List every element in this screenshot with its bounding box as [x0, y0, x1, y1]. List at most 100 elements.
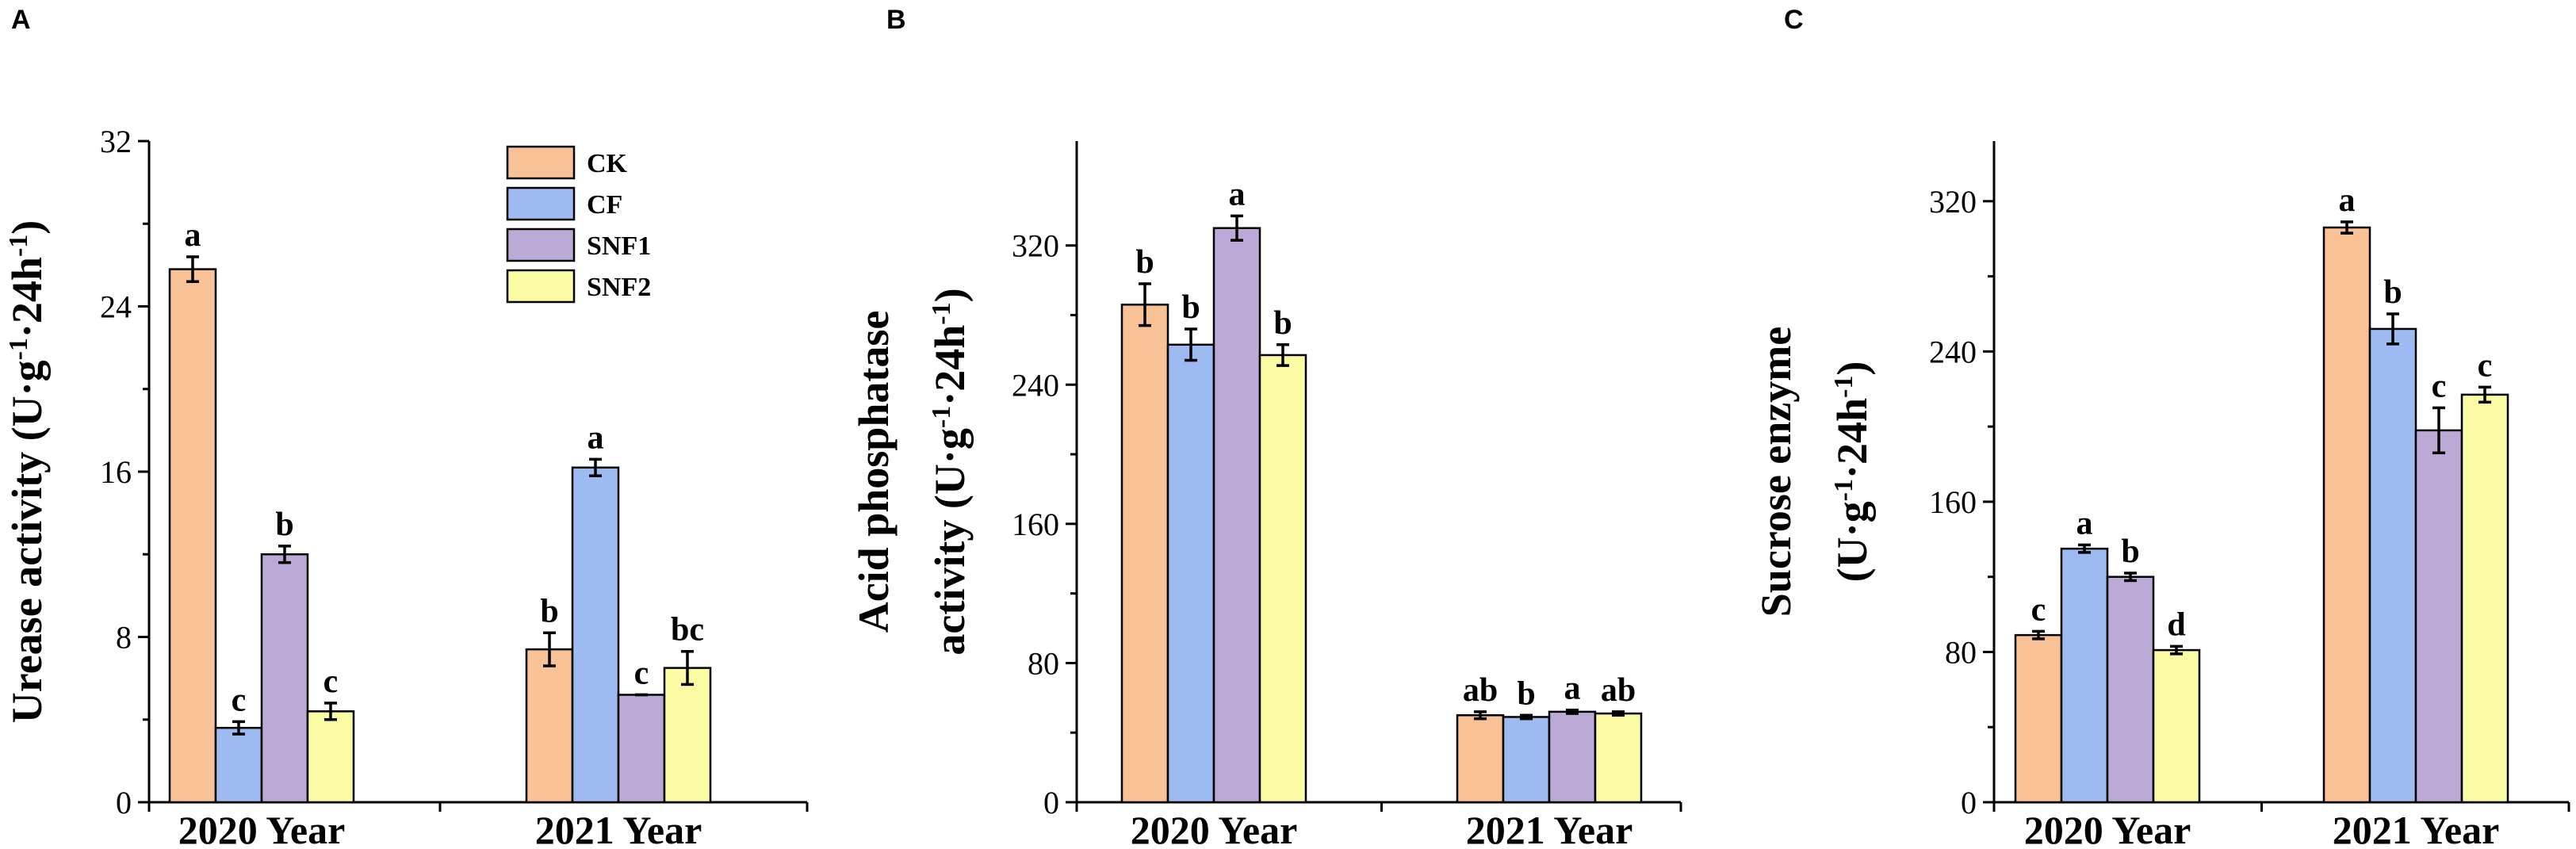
y-tick-label: 8: [116, 620, 132, 656]
y-tick-label: 0: [1961, 785, 1977, 820]
y-tick-label: 16: [100, 454, 132, 490]
significance-label: a: [2076, 505, 2093, 541]
label-part: ·24h: [1828, 398, 1876, 479]
x-category-label: 2021 Year: [2333, 808, 2500, 849]
y-tick-label: 160: [1929, 484, 1977, 520]
y-tick-label: 320: [1012, 228, 1059, 264]
y-axis-label-line1: Sucrose enzyme: [1752, 327, 1800, 617]
panel-letter: B: [886, 5, 906, 35]
bar-snf2-2020: [2152, 648, 2201, 804]
label-part: Urease activity (U·g: [3, 360, 51, 723]
x-category-label: 2020 Year: [2024, 808, 2191, 849]
label-part: activity (U·g: [926, 428, 974, 655]
label-part: ·24h: [3, 257, 51, 338]
significance-label: a: [588, 419, 604, 456]
bar-snf1-2020: [260, 553, 309, 804]
legend-label-ck: CK: [587, 149, 628, 178]
bar-ck-2020: [1120, 304, 1169, 804]
significance-label: d: [2167, 606, 2185, 643]
bar-ck-2021: [525, 648, 574, 804]
significance-label: b: [1135, 244, 1154, 281]
y-axis-label-line2: activity (U·g-1​·24h-1​): [926, 288, 974, 655]
x-category-label: 2021 Year: [1466, 808, 1633, 849]
y-tick-label: 24: [100, 289, 132, 325]
significance-label: c: [2031, 591, 2046, 628]
bar-snf2-2021: [2460, 393, 2509, 804]
significance-label: ab: [1463, 672, 1498, 709]
significance-label: b: [2121, 533, 2139, 570]
y-tick-label: 80: [1945, 634, 1977, 670]
y-tick-label: 0: [1043, 785, 1059, 820]
bar-ck-2020: [2014, 633, 2063, 804]
significance-label: c: [634, 655, 649, 691]
bar-snf1-2021: [2414, 429, 2463, 804]
significance-label: b: [540, 593, 558, 629]
bar-cf-2021: [1502, 716, 1551, 804]
chart-panel-c: C 0 80 160 240 320 Sucrose enzyme (U·g-1​·24h-1…: [1752, 5, 2570, 849]
bar-cf-2020: [1166, 343, 1215, 804]
significance-label: a: [2339, 182, 2356, 219]
significance-label: a: [1229, 176, 1246, 212]
y-axis-label: Urease activity (U·g-1​·24h-1​): [3, 220, 51, 724]
label-part: (U·g: [1828, 501, 1876, 582]
label-part: ): [1828, 361, 1876, 376]
bar-snf2-2021: [663, 667, 712, 804]
superscript: -1: [4, 338, 33, 360]
superscript: -1: [927, 406, 956, 428]
superscript: -1: [927, 302, 956, 324]
legend-swatch-cf: [506, 186, 576, 221]
significance-label: c: [2432, 368, 2447, 404]
legend-swatch-snf1: [506, 228, 576, 262]
bar-ck-2021: [1456, 714, 1505, 804]
panel-letter: A: [11, 5, 31, 35]
significance-label: c: [232, 682, 247, 718]
superscript: -1: [1829, 376, 1858, 398]
x-category-label: 2021 Year: [535, 808, 702, 849]
bar-ck-2020: [168, 268, 217, 804]
bar-snf2-2020: [1258, 354, 1307, 804]
bar-ck-2021: [2322, 226, 2371, 804]
significance-label: a: [1564, 671, 1581, 707]
significance-label: b: [2383, 274, 2402, 311]
y-axis-label-line1: Acid phosphatase: [850, 311, 898, 633]
significance-label: a: [185, 217, 201, 254]
legend-label-cf: CF: [587, 190, 622, 220]
bar-cf-2020: [2060, 547, 2109, 804]
y-tick-label: 160: [1012, 507, 1059, 542]
x-category-label: 2020 Year: [1131, 808, 1298, 849]
y-axis-label-line2: (U·g-1​·24h-1​): [1828, 361, 1876, 583]
significance-label: ab: [1601, 672, 1636, 709]
bar-snf1-2021: [617, 694, 666, 804]
significance-label: c: [2478, 347, 2493, 384]
bar-snf2-2020: [306, 710, 355, 804]
label-part: ): [926, 288, 974, 302]
bar-snf1-2020: [2106, 576, 2155, 804]
superscript: -1: [4, 235, 33, 257]
superscript: -1: [1829, 479, 1858, 501]
legend-swatch-ck: [506, 145, 576, 180]
chart-panel-b: B 0 80 160 240 320 Acid phosphatase activity (U…: [850, 5, 1682, 849]
y-tick-label: 240: [1929, 334, 1977, 369]
legend-label-snf2: SNF2: [587, 273, 651, 302]
label-part: ·24h: [926, 325, 974, 406]
y-tick-label: 320: [1929, 184, 1977, 220]
y-tick-label: 80: [1028, 645, 1059, 681]
panel-letter: C: [1784, 5, 1804, 35]
bar-snf1-2020: [1212, 227, 1261, 804]
significance-label: b: [1181, 289, 1200, 326]
x-category-label: 2020 Year: [178, 808, 346, 849]
bar-cf-2021: [571, 466, 620, 804]
bar-snf2-2021: [1594, 712, 1643, 804]
bar-snf1-2021: [1548, 710, 1597, 804]
bar-cf-2021: [2368, 327, 2417, 804]
significance-label: c: [323, 664, 339, 700]
y-tick-label: 0: [116, 785, 132, 820]
bar-cf-2020: [214, 726, 263, 804]
significance-label: b: [1273, 305, 1292, 342]
significance-label: bc: [671, 612, 704, 648]
significance-label: b: [275, 507, 293, 543]
chart-panel-a: A 0 8 16 24 32 Urease activity (U·g-1​·24h-1​)…: [3, 5, 809, 849]
legend-label-snf1: SNF1: [587, 231, 651, 261]
label-part: ): [3, 220, 51, 235]
